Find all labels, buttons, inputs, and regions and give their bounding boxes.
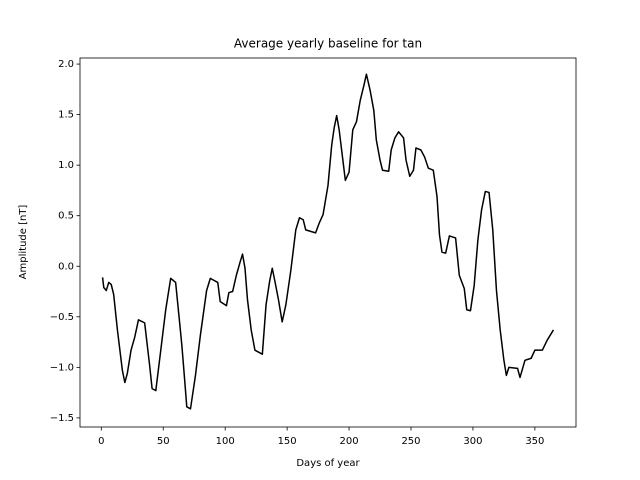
x-axis-label: Days of year [296,458,360,469]
x-tick-label: 200 [340,436,359,447]
x-tick-label: 100 [216,436,235,447]
x-tick-label: 150 [278,436,297,447]
y-axis-label: Amplitude [nT] [18,205,29,280]
y-tick-label: 1.0 [58,160,74,171]
y-tick-label: 0.5 [58,211,74,222]
y-tick-label: −1.0 [50,362,74,373]
data-line [101,73,555,410]
x-tick-label: 300 [463,436,482,447]
y-tick-label: 0.0 [58,261,74,272]
y-tick-label: 2.0 [58,59,74,70]
x-tick-label: 250 [401,436,420,447]
y-tick-label: −0.5 [50,312,74,323]
chart-title: Average yearly baseline for tan [234,37,422,51]
y-tick-label: 1.5 [58,110,74,121]
plot-frame [79,57,577,428]
x-tick-label: 350 [525,436,544,447]
x-tick-label: 50 [157,436,170,447]
y-tick-label: −1.5 [50,413,74,424]
x-tick-label: 0 [98,436,104,447]
